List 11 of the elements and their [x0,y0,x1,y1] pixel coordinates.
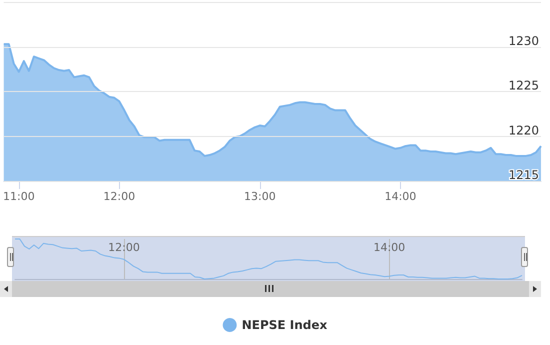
y-tick-label: 1215 [508,168,539,182]
y-tick-label: 1225 [508,78,539,92]
x-tick-label: 11:00 [3,190,35,203]
y-tick-label: 1230 [508,34,539,48]
x-tick-label: 13:00 [244,190,276,203]
x-tick-label: 14:00 [384,190,416,203]
x-tick-label: 14:00 [373,241,406,254]
legend-label: NEPSE Index [242,318,328,332]
x-tick-label: 12:00 [108,241,140,254]
x-tick-label: 12:00 [103,190,136,203]
y-tick-label: 1220 [508,123,539,138]
